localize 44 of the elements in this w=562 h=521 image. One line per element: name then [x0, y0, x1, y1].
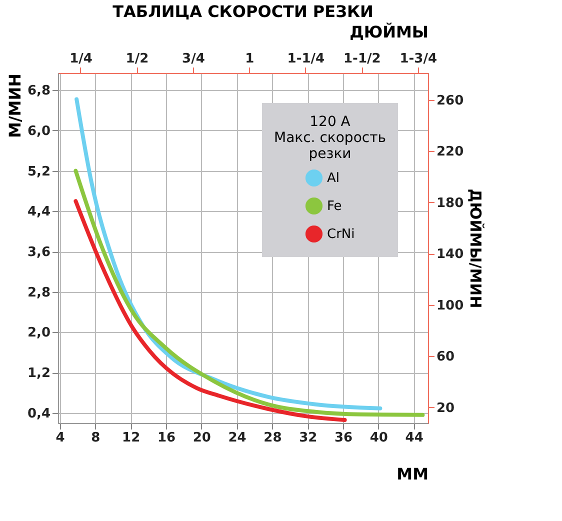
- legend-title: 120 A Макс. скорость резки: [274, 114, 386, 162]
- y2-tick-label: 180: [436, 196, 464, 211]
- y-tick-label: 6,8: [27, 84, 50, 99]
- line-series: [74, 168, 425, 417]
- x-tick-label: 28: [264, 430, 282, 446]
- y-tick-label: 3,6: [27, 245, 50, 260]
- y2-tick-label: 140: [436, 247, 464, 262]
- legend-label: Fe: [327, 199, 342, 214]
- chart-title: ТАБЛИЦА СКОРОСТИ РЕЗКИ: [112, 2, 374, 21]
- y-tick-label: 2,0: [27, 326, 50, 341]
- x-tick-label: 12: [122, 430, 140, 446]
- x-tick-label: 20: [192, 430, 211, 446]
- y-tick-label: 1,2: [27, 366, 50, 382]
- y2-axis-title: ДЮЙМЫ/МИН: [466, 188, 485, 308]
- x2-tick-label: 3/4: [182, 52, 205, 66]
- x2-tick-label: 1/2: [126, 52, 149, 66]
- x-tick-label: 32: [299, 430, 318, 446]
- y-tick-label: 4,4: [27, 204, 50, 220]
- y-tick-label: 5,2: [27, 164, 50, 180]
- x2-axis-title: ДЮЙМЫ: [350, 22, 428, 42]
- x-tick-label: 44: [405, 430, 424, 446]
- x2-tick-label: 1/4: [70, 52, 92, 66]
- x-axis-title: ММ: [396, 464, 428, 484]
- y2-tick-label: 220: [436, 144, 464, 160]
- y-tick-label: 2,8: [27, 285, 50, 300]
- y2-tick-label: 260: [436, 93, 464, 108]
- y-axis-title: М/МИН: [5, 74, 24, 138]
- legend-label: CrNi: [327, 227, 355, 242]
- x2-tick-label: 1: [245, 52, 254, 66]
- x-tick-label: 40: [370, 430, 388, 446]
- x2-tick-label: 1-3/4: [400, 52, 438, 66]
- y2-tick-label: 20: [436, 400, 455, 416]
- x-tick-label: 36: [334, 430, 353, 446]
- x-tick-label: 4: [56, 430, 65, 446]
- y2-tick-label: 100: [436, 298, 464, 314]
- y-tick-label: 6,0: [27, 124, 50, 139]
- x2-tick-label: 1-1/4: [287, 52, 325, 66]
- y-tick-label: 0,4: [27, 406, 50, 422]
- x-tick-label: 16: [157, 430, 176, 446]
- y2-tick-label: 60: [436, 350, 455, 365]
- x-tick-label: 24: [228, 430, 246, 446]
- x-tick-label: 8: [91, 430, 100, 446]
- legend-label: Al: [327, 171, 340, 186]
- x2-tick-label: 1-1/2: [344, 52, 381, 66]
